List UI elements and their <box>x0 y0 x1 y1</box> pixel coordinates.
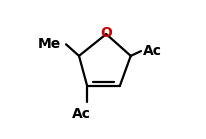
Text: Me: Me <box>37 37 60 51</box>
Text: O: O <box>100 26 112 40</box>
Text: Ac: Ac <box>72 107 91 121</box>
Text: Ac: Ac <box>142 44 161 58</box>
